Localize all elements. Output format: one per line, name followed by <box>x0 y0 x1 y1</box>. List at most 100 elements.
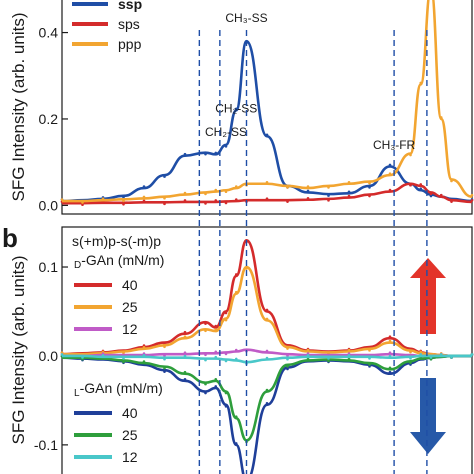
data-point <box>470 193 474 197</box>
data-point <box>306 189 310 193</box>
data-point <box>142 354 146 357</box>
data-point <box>470 353 474 356</box>
data-point <box>142 199 146 203</box>
data-point <box>327 186 330 189</box>
peak-annotation: CH₃-SS <box>225 11 267 25</box>
data-point <box>224 201 228 205</box>
data-point <box>388 339 392 343</box>
data-point <box>439 193 443 197</box>
data-point <box>204 391 207 395</box>
data-point <box>265 356 269 360</box>
data-point <box>183 191 187 195</box>
data-point <box>60 198 64 201</box>
data-point <box>327 357 330 360</box>
data-point <box>388 188 392 192</box>
data-point <box>347 348 351 352</box>
legend-label: 25 <box>122 299 138 315</box>
legend-label: 40 <box>122 277 138 293</box>
data-point <box>204 329 207 333</box>
data-point <box>204 192 207 196</box>
data-point <box>409 361 412 365</box>
data-point <box>409 153 412 157</box>
data-point <box>265 317 269 321</box>
data-point <box>183 152 187 156</box>
legend-title-prefix: D <box>74 260 81 271</box>
data-point <box>234 415 238 418</box>
data-point <box>419 350 423 354</box>
data-point <box>286 365 289 368</box>
ytick-label: 0.0 <box>39 197 59 213</box>
panel-b: 0.1 0.0 -0.1 s(+m)p-s(-m)p D-GAn (mN/m) 40 25… <box>34 226 474 474</box>
series-line-sps <box>62 182 473 205</box>
ytick-label: -0.1 <box>34 437 58 453</box>
data-point <box>60 353 64 356</box>
data-point <box>142 360 146 363</box>
series-line-ssp <box>61 39 473 203</box>
data-point <box>214 199 218 202</box>
data-point <box>347 354 351 357</box>
data-point <box>183 330 187 334</box>
data-point <box>368 194 371 198</box>
data-point <box>122 199 125 203</box>
data-point <box>142 185 146 188</box>
data-point <box>368 181 371 185</box>
data-point <box>214 385 218 388</box>
data-point <box>163 202 166 206</box>
data-point <box>142 344 146 347</box>
data-point <box>214 328 218 331</box>
data-point <box>419 81 423 85</box>
ytick-label: 0.0 <box>39 348 59 364</box>
legend-label: 12 <box>122 449 138 465</box>
data-point <box>450 179 453 183</box>
data-point <box>214 324 218 328</box>
data-point <box>101 354 105 357</box>
legend-label-ssp: ssp <box>118 0 142 12</box>
data-point <box>306 348 310 352</box>
data-point <box>306 196 310 200</box>
data-point <box>214 355 218 359</box>
data-point <box>409 183 412 187</box>
data-point <box>306 357 310 361</box>
data-point <box>204 152 207 156</box>
data-point <box>286 200 289 203</box>
data-point <box>368 357 371 360</box>
data-point <box>388 370 392 374</box>
data-point <box>204 353 207 357</box>
data-point <box>409 363 412 366</box>
data-point <box>81 357 84 361</box>
data-point <box>368 349 371 352</box>
data-point <box>234 107 238 111</box>
data-point <box>327 199 330 202</box>
data-point <box>183 370 187 374</box>
data-point <box>368 365 371 368</box>
series-line-l-25 <box>62 354 472 442</box>
data-point <box>388 366 392 370</box>
panel-b-subtitle: s(+m)p-s(-m)p <box>72 233 161 249</box>
data-point <box>429 357 433 361</box>
data-point <box>286 347 289 350</box>
legend-group-title: D-GAn (mN/m) <box>74 252 164 271</box>
data-point <box>265 388 269 392</box>
data-point <box>204 382 207 386</box>
ytick-label: 0.1 <box>39 259 59 275</box>
data-point <box>122 202 125 206</box>
series-line-ppp <box>62 0 473 203</box>
panel-b-ylabel: SFG Intensity (arb. units) <box>9 256 28 445</box>
data-point <box>163 345 166 349</box>
data-point <box>306 352 310 355</box>
data-point <box>234 198 238 201</box>
legend-title-prefix: L <box>74 388 80 399</box>
data-point <box>204 202 207 205</box>
data-point <box>419 183 423 186</box>
data-point <box>286 354 289 357</box>
data-point <box>388 172 392 175</box>
data-point <box>368 363 371 366</box>
data-point <box>224 359 228 363</box>
legend-label-sps: sps <box>118 16 140 32</box>
data-point <box>163 366 166 370</box>
data-point <box>234 290 238 294</box>
data-point <box>429 194 433 198</box>
ytick-label: 0.2 <box>39 111 59 127</box>
data-point <box>388 351 392 354</box>
